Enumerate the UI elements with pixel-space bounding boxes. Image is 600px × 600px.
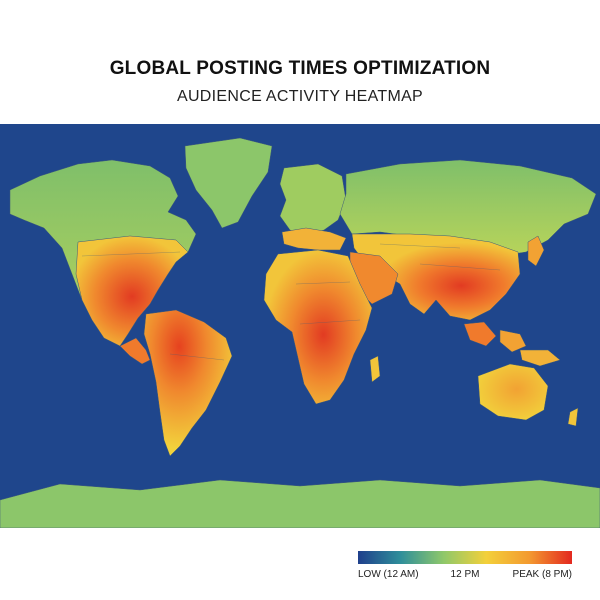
region-japan[interactable] (527, 235, 545, 267)
region-southern-europe[interactable] (281, 227, 347, 251)
legend-color-scale (358, 551, 572, 564)
world-heatmap[interactable] (0, 124, 600, 528)
legend-mid-label: 12 PM (450, 569, 480, 580)
region-africa[interactable] (263, 249, 373, 405)
region-south-america[interactable] (143, 309, 233, 457)
region-usa-mexico[interactable] (75, 235, 189, 347)
region-antarctica[interactable] (0, 479, 600, 528)
legend-peak-label: PEAK (8 PM) (512, 569, 572, 580)
region-southeast-asia[interactable] (463, 321, 497, 347)
page-subtitle: AUDIENCE ACTIVITY HEATMAP (176, 88, 424, 105)
page-title: GLOBAL POSTING TIMES OPTIMIZATION (109, 58, 491, 79)
region-central-america[interactable] (119, 337, 151, 365)
region-greenland[interactable] (184, 137, 273, 229)
legend-low-label: LOW (12 AM) (358, 569, 419, 580)
region-australia[interactable] (477, 363, 549, 421)
